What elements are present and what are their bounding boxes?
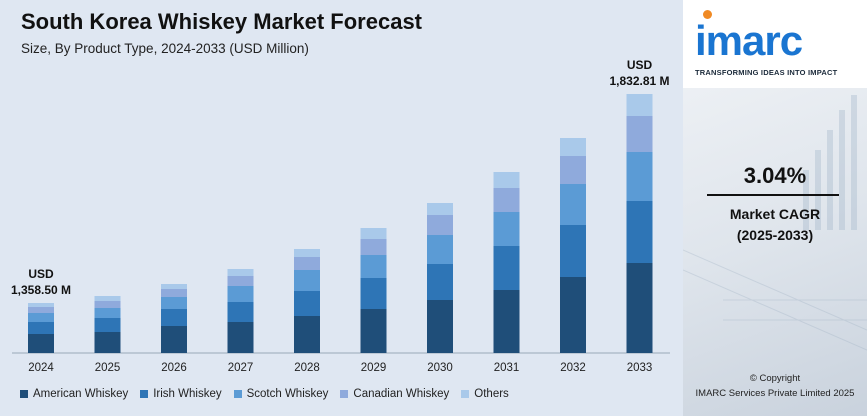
logo-area: imarc TRANSFORMING IDEAS INTO IMPACT bbox=[683, 0, 867, 88]
bar-2024-scotch-whiskey bbox=[28, 313, 54, 322]
chart-panel: South Korea Whiskey Market Forecast Size… bbox=[10, 9, 670, 402]
stacked-bar-chart: 2024 2025 2026 2027 2028 2029 2030 2031 2032 2033… bbox=[11, 58, 670, 374]
bar-2025-irish-whiskey bbox=[94, 318, 121, 332]
bar-2029-american-whiskey bbox=[360, 309, 387, 353]
x-tick-label-2030: 2030 bbox=[427, 362, 453, 374]
bar-2033-irish-whiskey bbox=[626, 201, 653, 263]
bar-2033-others bbox=[626, 94, 653, 116]
x-tick-label-2024: 2024 bbox=[28, 362, 54, 374]
bar-2027-scotch-whiskey bbox=[227, 286, 254, 302]
total-label-2033-line1: USD bbox=[627, 58, 653, 72]
bar-2033-american-whiskey bbox=[626, 263, 653, 353]
bar-2031-canadian-whiskey bbox=[493, 188, 520, 212]
bar-2032-scotch-whiskey bbox=[560, 184, 586, 225]
bar-2029-irish-whiskey bbox=[360, 278, 387, 309]
legend-item-scotch-whiskey: Scotch Whiskey bbox=[233, 388, 329, 400]
bar-2026-others bbox=[161, 284, 187, 289]
logo-dot-icon bbox=[703, 10, 712, 19]
bar-2027-american-whiskey bbox=[227, 322, 254, 353]
bar-2033-canadian-whiskey bbox=[626, 116, 653, 152]
legend-swatch-american-whiskey bbox=[20, 390, 28, 398]
legend-label-american-whiskey: American Whiskey bbox=[33, 388, 129, 400]
imarc-logo: imarc bbox=[695, 17, 803, 64]
total-label-2024-line2: 1,358.50 M bbox=[11, 283, 71, 297]
bar-2028-scotch-whiskey bbox=[294, 270, 320, 291]
x-tick-label-2026: 2026 bbox=[161, 362, 187, 374]
cagr-value: 3.04% bbox=[743, 163, 807, 188]
bar-2028-irish-whiskey bbox=[294, 291, 320, 316]
bar-2024-others bbox=[28, 303, 54, 307]
copyright-label: © Copyright bbox=[749, 373, 801, 384]
bar-2026-scotch-whiskey bbox=[161, 297, 187, 309]
legend-swatch-scotch-whiskey bbox=[233, 390, 242, 398]
x-tick-label-2027: 2027 bbox=[228, 362, 254, 374]
bar-2027-others bbox=[227, 269, 254, 276]
bar-2028-canadian-whiskey bbox=[294, 257, 320, 270]
bar-2025-others bbox=[94, 296, 121, 301]
side-panel: imarc TRANSFORMING IDEAS INTO IMPACT 3.0… bbox=[683, 0, 867, 416]
bar-2024-american-whiskey bbox=[28, 334, 54, 353]
bar-2024-irish-whiskey bbox=[28, 322, 54, 334]
bar-2027-canadian-whiskey bbox=[227, 276, 254, 286]
legend-swatch-irish-whiskey bbox=[140, 390, 149, 398]
bar-2030-canadian-whiskey bbox=[427, 215, 453, 235]
cagr-divider bbox=[707, 194, 839, 196]
legend-label-scotch-whiskey: Scotch Whiskey bbox=[246, 388, 329, 400]
total-label-2033-line2: 1,832.81 M bbox=[609, 74, 669, 88]
copyright-company: IMARC Services Private Limited 2025 bbox=[695, 388, 855, 399]
legend-swatch-others bbox=[461, 390, 470, 398]
chart-subtitle: Size, By Product Type, 2024-2033 (USD Mi… bbox=[21, 41, 309, 56]
bar-2026-american-whiskey bbox=[161, 326, 187, 353]
legend-item-irish-whiskey: Irish Whiskey bbox=[140, 388, 222, 400]
cagr-label: Market CAGR bbox=[729, 206, 821, 222]
bar-2028-american-whiskey bbox=[294, 316, 320, 353]
x-tick-label-2029: 2029 bbox=[361, 362, 387, 374]
bar-2025-canadian-whiskey bbox=[94, 301, 121, 308]
bar-2029-canadian-whiskey bbox=[360, 239, 387, 255]
bar-2031-irish-whiskey bbox=[493, 246, 520, 290]
x-tick-label-2025: 2025 bbox=[95, 362, 121, 374]
x-tick-label-2028: 2028 bbox=[294, 362, 320, 374]
legend-item-canadian-whiskey: Canadian Whiskey bbox=[340, 388, 449, 400]
bar-2032-others bbox=[560, 138, 586, 156]
bar-2025-american-whiskey bbox=[94, 332, 121, 353]
chart-legend: American Whiskey Irish Whiskey Scotch Wh… bbox=[20, 386, 509, 402]
bar-2031-scotch-whiskey bbox=[493, 212, 520, 246]
bar-2025-scotch-whiskey bbox=[94, 308, 121, 318]
bar-2031-others bbox=[493, 172, 520, 188]
bar-2032-irish-whiskey bbox=[560, 225, 586, 277]
bar-2032-american-whiskey bbox=[560, 277, 586, 353]
brand-tagline: TRANSFORMING IDEAS INTO IMPACT bbox=[695, 68, 838, 77]
total-label-2024-line1: USD bbox=[28, 267, 54, 281]
bar-2030-scotch-whiskey bbox=[427, 235, 453, 264]
bar-2029-scotch-whiskey bbox=[360, 255, 387, 278]
bar-2029-others bbox=[360, 228, 387, 239]
bar-2032-canadian-whiskey bbox=[560, 156, 586, 184]
x-tick-label-2033: 2033 bbox=[627, 362, 653, 374]
legend-swatch-canadian-whiskey bbox=[340, 390, 349, 398]
bar-2024-canadian-whiskey bbox=[28, 307, 54, 313]
legend-item-others: Others bbox=[461, 388, 509, 400]
decorative-background bbox=[683, 95, 867, 351]
chart-title: South Korea Whiskey Market Forecast bbox=[21, 9, 423, 34]
x-tick-label-2031: 2031 bbox=[494, 362, 520, 374]
bar-2030-irish-whiskey bbox=[427, 264, 453, 300]
legend-label-others: Others bbox=[474, 388, 509, 400]
cagr-period: (2025-2033) bbox=[736, 227, 814, 243]
legend-label-canadian-whiskey: Canadian Whiskey bbox=[353, 388, 450, 400]
bar-2031-american-whiskey bbox=[493, 290, 520, 353]
bar-2028-others bbox=[294, 249, 320, 257]
legend-item-american-whiskey: American Whiskey bbox=[20, 388, 128, 400]
bar-2030-american-whiskey bbox=[427, 300, 453, 353]
bar-2027-irish-whiskey bbox=[227, 302, 254, 322]
legend-label-irish-whiskey: Irish Whiskey bbox=[153, 388, 222, 400]
x-tick-label-2032: 2032 bbox=[560, 362, 586, 374]
bar-2026-canadian-whiskey bbox=[161, 289, 187, 297]
bar-2026-irish-whiskey bbox=[161, 309, 187, 326]
bar-2033-scotch-whiskey bbox=[626, 152, 653, 201]
bar-2030-others bbox=[427, 203, 453, 215]
